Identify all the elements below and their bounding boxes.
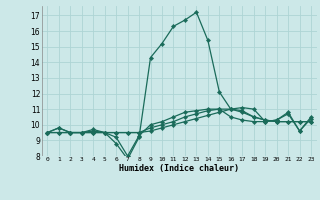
X-axis label: Humidex (Indice chaleur): Humidex (Indice chaleur): [119, 164, 239, 173]
